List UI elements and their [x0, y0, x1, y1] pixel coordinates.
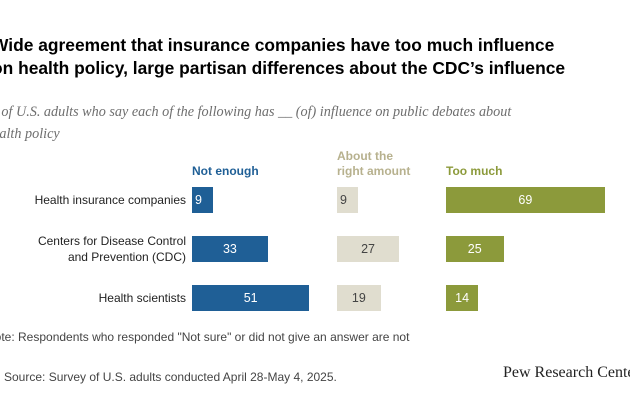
category-label-line: Health insurance companies — [34, 193, 186, 207]
value-label: 14 — [455, 291, 470, 305]
category-label-line: Health scientists — [98, 291, 186, 305]
subtitle-line-2: health policy — [0, 126, 60, 142]
value-label: 19 — [351, 291, 366, 305]
legend-label-line: Not enough — [192, 164, 259, 178]
legend-too-much: Too much — [446, 164, 502, 179]
value-label: 9 — [340, 193, 347, 207]
category-label: Health scientists — [99, 290, 186, 306]
bar-not-enough — [192, 187, 213, 213]
subtitle-line-1: % of U.S. adults who say each of the fol… — [0, 104, 512, 120]
legend-not-enough: Not enough — [192, 164, 259, 179]
value-label: 33 — [222, 242, 237, 256]
category-label: Health insurance companies — [35, 192, 186, 208]
value-label: 9 — [195, 193, 202, 207]
value-label: 25 — [467, 242, 482, 256]
bar-too-much — [446, 285, 479, 311]
legend-right-amount: About the right amount — [337, 149, 410, 179]
bar-too-much — [446, 187, 605, 213]
bar-right-amount — [337, 187, 358, 213]
title-line-2: on health policy, large partisan differe… — [0, 58, 566, 78]
chart-source: Source: Survey of U.S. adults conducted … — [4, 370, 337, 384]
bar-right-amount — [337, 285, 381, 311]
bar-not-enough — [192, 236, 268, 262]
legend-label-line: Too much — [446, 164, 503, 178]
bar-not-enough — [192, 285, 310, 311]
pew-logo: Pew Research Center — [503, 364, 630, 381]
bar-right-amount — [337, 236, 400, 262]
category-label-line: Centers for Disease Control — [37, 234, 186, 248]
legend-label-line: right amount — [337, 164, 411, 178]
value-label: 69 — [518, 193, 533, 207]
legend-label-line: About the — [337, 149, 393, 163]
category-label: Centers for Disease Control and Preventio… — [38, 233, 186, 265]
chart-subtitle: % of U.S. adults who say each of the fol… — [0, 101, 630, 145]
title-line-1: Wide agreement that insurance companies … — [0, 35, 555, 55]
value-label: 51 — [243, 291, 258, 305]
chart-note: Note: Respondents who responded "Not sur… — [0, 330, 410, 344]
category-label-line: and Prevention (CDC) — [67, 250, 186, 264]
chart-title: Wide agreement that insurance companies … — [0, 34, 630, 80]
bar-too-much — [446, 236, 504, 262]
value-label: 27 — [361, 242, 375, 256]
